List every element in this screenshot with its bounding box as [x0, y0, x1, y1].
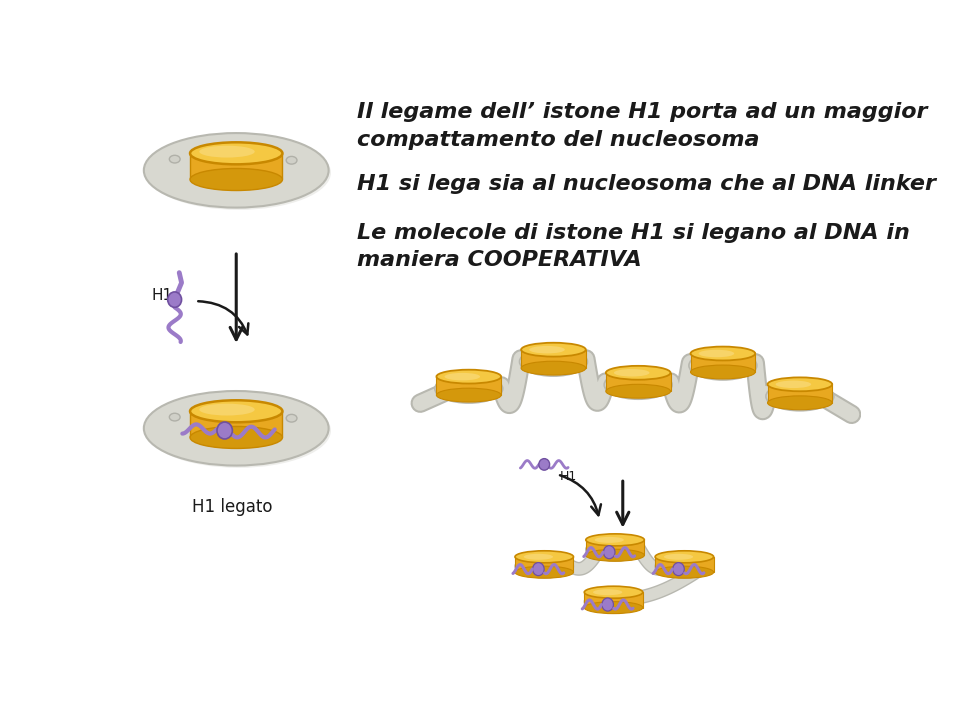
Ellipse shape	[199, 145, 255, 158]
Ellipse shape	[434, 374, 503, 403]
Ellipse shape	[286, 414, 297, 422]
Ellipse shape	[146, 394, 331, 468]
Polygon shape	[655, 557, 713, 573]
Ellipse shape	[199, 404, 255, 416]
Text: H1 legato: H1 legato	[192, 498, 272, 515]
Polygon shape	[690, 354, 756, 372]
Polygon shape	[521, 349, 586, 368]
Ellipse shape	[603, 545, 615, 559]
Ellipse shape	[766, 382, 833, 411]
Polygon shape	[584, 593, 643, 607]
Ellipse shape	[606, 384, 670, 398]
Text: H1 si lega sia al nucleosoma che al DNA linker: H1 si lega sia al nucleosoma che al DNA …	[357, 174, 936, 194]
Ellipse shape	[655, 566, 713, 578]
Ellipse shape	[595, 537, 624, 543]
Ellipse shape	[217, 422, 232, 439]
Ellipse shape	[673, 563, 685, 575]
Ellipse shape	[144, 391, 329, 466]
FancyBboxPatch shape	[190, 411, 283, 438]
Ellipse shape	[170, 155, 180, 163]
Ellipse shape	[767, 377, 832, 391]
Ellipse shape	[286, 156, 297, 164]
Ellipse shape	[776, 381, 811, 388]
Ellipse shape	[539, 458, 550, 470]
Ellipse shape	[586, 534, 644, 546]
Ellipse shape	[190, 400, 283, 422]
Ellipse shape	[584, 590, 643, 613]
Ellipse shape	[664, 554, 693, 560]
Polygon shape	[515, 557, 573, 573]
Ellipse shape	[698, 350, 735, 357]
Ellipse shape	[689, 351, 757, 380]
Ellipse shape	[521, 361, 586, 375]
Ellipse shape	[529, 346, 565, 354]
FancyBboxPatch shape	[190, 153, 283, 180]
Ellipse shape	[586, 549, 644, 561]
Ellipse shape	[190, 143, 283, 164]
Ellipse shape	[521, 343, 586, 356]
Ellipse shape	[190, 426, 283, 448]
Ellipse shape	[520, 347, 588, 376]
Text: compattamento del nucleosoma: compattamento del nucleosoma	[357, 130, 760, 150]
Ellipse shape	[524, 554, 553, 560]
Ellipse shape	[767, 396, 832, 410]
Ellipse shape	[586, 538, 644, 561]
Ellipse shape	[445, 373, 480, 380]
Ellipse shape	[515, 566, 573, 578]
Ellipse shape	[190, 168, 283, 190]
Ellipse shape	[144, 133, 329, 207]
Text: H1: H1	[152, 288, 173, 303]
Ellipse shape	[515, 555, 573, 578]
Ellipse shape	[584, 586, 643, 598]
Polygon shape	[606, 373, 670, 391]
Ellipse shape	[436, 388, 502, 402]
Ellipse shape	[168, 292, 181, 307]
Ellipse shape	[602, 598, 614, 611]
Ellipse shape	[690, 347, 756, 361]
Text: maniera COOPERATIVA: maniera COOPERATIVA	[357, 250, 642, 270]
Ellipse shape	[146, 135, 331, 210]
Polygon shape	[586, 540, 644, 555]
Ellipse shape	[593, 589, 622, 595]
Ellipse shape	[515, 551, 573, 563]
Ellipse shape	[604, 370, 672, 399]
Ellipse shape	[606, 366, 670, 380]
Polygon shape	[436, 376, 502, 395]
Ellipse shape	[655, 551, 713, 563]
Ellipse shape	[655, 555, 713, 578]
Text: Le molecole di istone H1 si legano al DNA in: Le molecole di istone H1 si legano al DN…	[357, 222, 910, 242]
Ellipse shape	[532, 563, 544, 575]
Ellipse shape	[690, 365, 756, 379]
Ellipse shape	[170, 414, 180, 421]
Ellipse shape	[436, 369, 502, 384]
Text: Il legame dell’ istone H1 porta ad un maggior: Il legame dell’ istone H1 porta ad un ma…	[357, 103, 927, 123]
Ellipse shape	[584, 602, 643, 614]
Text: H1: H1	[560, 470, 577, 483]
Polygon shape	[767, 384, 832, 403]
Ellipse shape	[614, 369, 649, 376]
